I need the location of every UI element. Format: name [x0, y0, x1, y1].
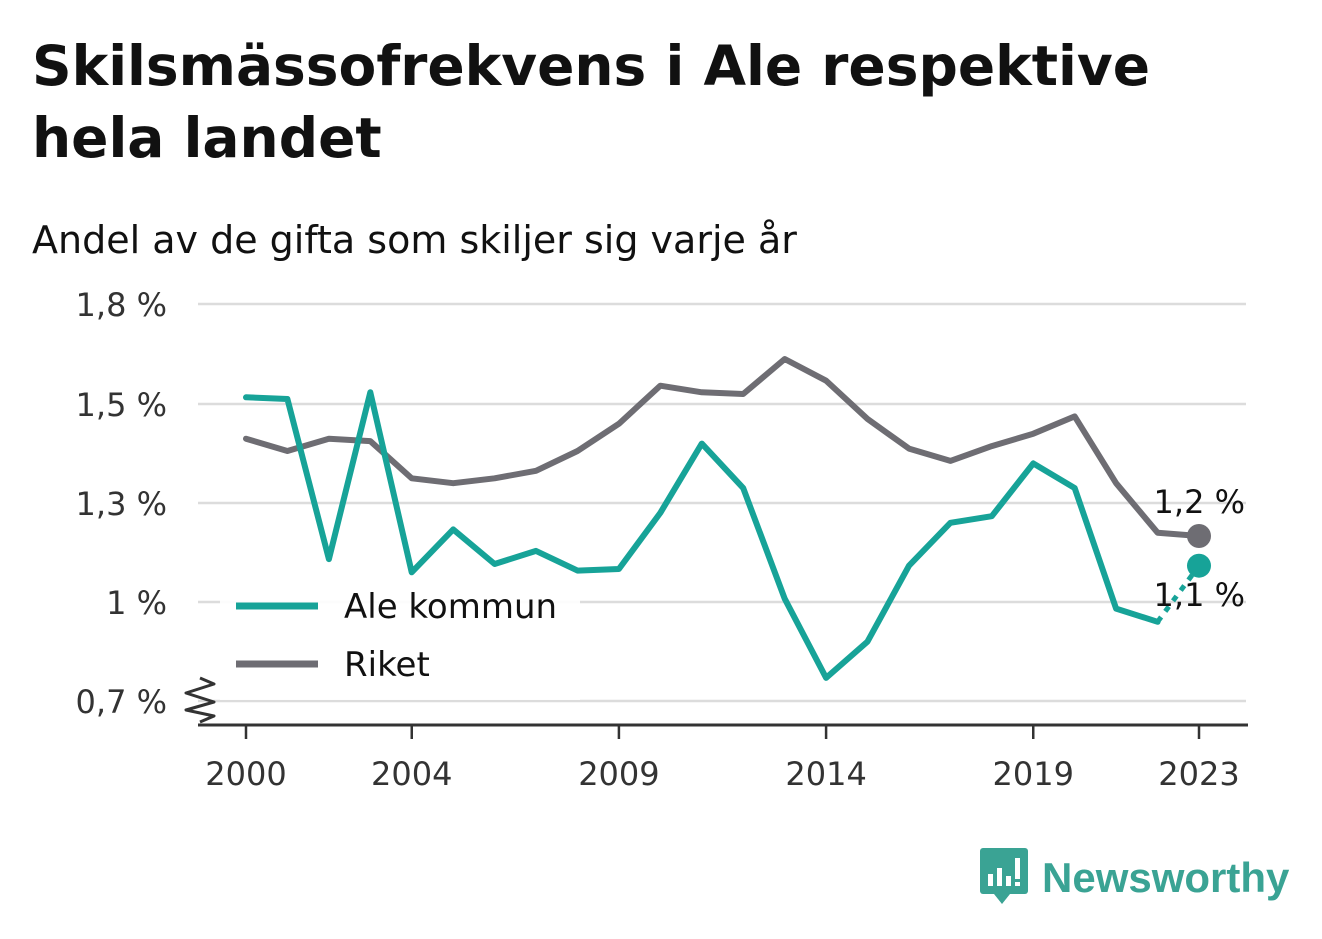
- chart-subtitle: Andel av de gifta som skiljer sig varje …: [32, 218, 797, 262]
- y-tick-label: 0,7 %: [76, 683, 167, 721]
- x-tick-label: 2019: [993, 755, 1074, 793]
- legend-background: [220, 578, 580, 700]
- y-axis-break-mark: [184, 676, 216, 724]
- series-end-marker: [1187, 524, 1211, 548]
- y-tick-label: 1,3 %: [76, 485, 167, 523]
- series-line-ale-kommun: [243, 389, 1161, 681]
- x-tick-label: 2014: [785, 755, 866, 793]
- series-line-riket: [243, 356, 1202, 539]
- series-end-marker: [1187, 553, 1211, 578]
- brand-name: Newsworthy: [1042, 854, 1290, 901]
- newsworthy-logo: Newsworthy: [980, 848, 1289, 908]
- y-tick-label: 1 %: [106, 584, 167, 622]
- x-tick-label: 2023: [1158, 755, 1239, 793]
- legend-label: Riket: [344, 645, 430, 685]
- x-tick-label: 2004: [371, 755, 452, 793]
- newsworthy-logo-icon: [980, 848, 1028, 904]
- y-tick-label: 1,5 %: [76, 386, 167, 424]
- end-label-ale-kommun: 1,1 %: [1154, 576, 1245, 614]
- y-tick-label: 1,8 %: [76, 286, 167, 324]
- chart-title: Skilsmässofrekvens i Ale respektive hela…: [32, 34, 1151, 170]
- x-tick-label: 2000: [205, 755, 286, 793]
- x-tick-label: 2009: [578, 755, 659, 793]
- legend-label: Ale kommun: [344, 587, 557, 627]
- end-label-riket: 1,2 %: [1154, 483, 1245, 521]
